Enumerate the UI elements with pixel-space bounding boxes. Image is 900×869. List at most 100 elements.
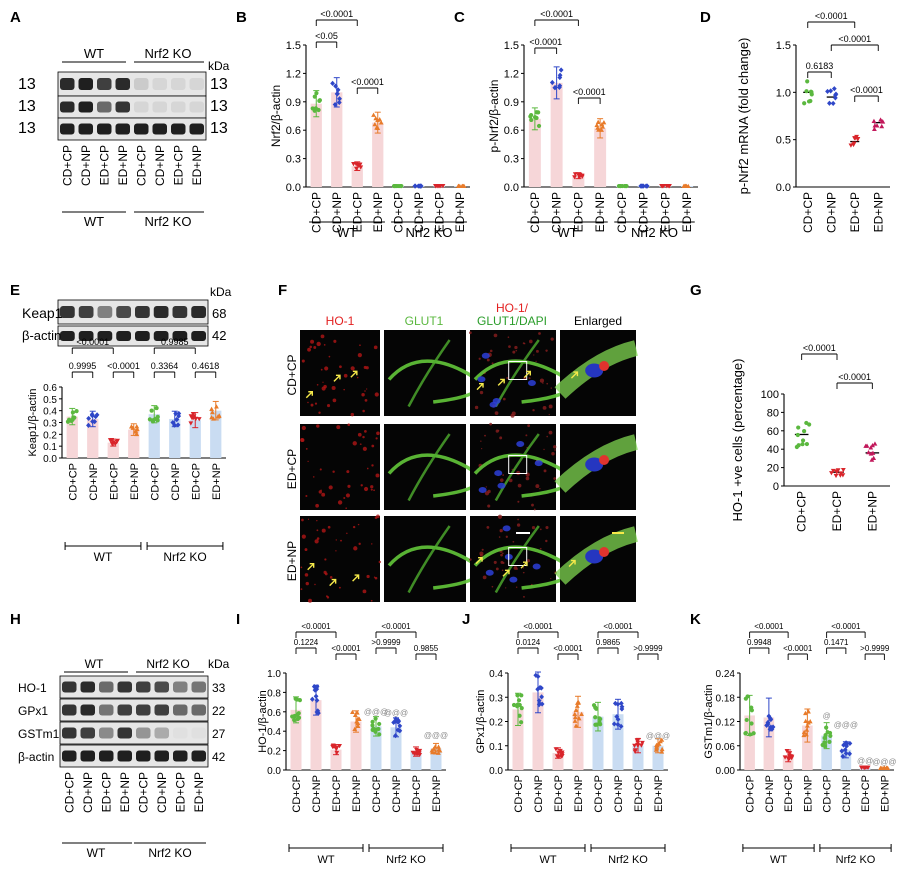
blot-strip: [57, 325, 209, 347]
arrow-icon: [350, 370, 358, 378]
blot-band: [78, 78, 93, 90]
blot-band: [191, 681, 206, 693]
blot-band: [115, 123, 130, 135]
p-value-label: 0.6183: [806, 61, 834, 71]
x-tick-label: CD+CP: [291, 775, 303, 813]
y-tick-label: 0.3: [489, 693, 503, 704]
data-point: [290, 714, 295, 719]
data-point: [745, 694, 750, 699]
bar: [572, 175, 585, 187]
data-point: [352, 712, 358, 717]
bar: [552, 753, 564, 770]
data-point: [211, 416, 216, 421]
data-point: [129, 424, 134, 429]
data-point: [833, 92, 838, 98]
bar: [659, 186, 672, 187]
data-point: [333, 83, 338, 89]
blot-band: [62, 704, 77, 716]
bar: [148, 414, 160, 458]
data-point: [878, 117, 883, 122]
lane-label: ED+NP: [116, 145, 130, 185]
data-point: [107, 438, 113, 443]
y-tick-label: 0.0: [776, 182, 791, 194]
bar: [528, 118, 541, 187]
data-point: [357, 162, 363, 167]
data-point: [632, 743, 637, 749]
data-point: [109, 442, 115, 447]
y-tick-label: 0.3: [43, 419, 57, 430]
data-point: [809, 90, 814, 95]
data-point: [572, 714, 578, 720]
arrow-icon: [307, 562, 315, 571]
group-label: Nrf2 KO: [406, 225, 453, 240]
p-value-label: >0.9999: [371, 638, 401, 647]
y-tick-label: 0.00: [716, 766, 736, 777]
y-tick-label: 0.2: [43, 430, 57, 441]
blot-band: [136, 750, 151, 762]
kda-label: kDa: [208, 657, 230, 671]
lane-label: ED+NP: [190, 145, 204, 185]
data-point: [824, 725, 829, 730]
y-tick-label: 0.4: [489, 669, 503, 680]
y-tick-label: 0.4: [43, 407, 57, 418]
blot-band: [189, 101, 204, 113]
blot-band: [154, 750, 169, 762]
data-point: [334, 91, 340, 97]
p-value-label: 0.9855: [414, 644, 439, 653]
y-tick-label: 1.0: [267, 669, 281, 680]
blot-band: [60, 123, 75, 135]
blot-band: [153, 331, 169, 341]
x-tick-label: ED+NP: [680, 192, 694, 232]
blot-band: [191, 750, 206, 762]
group-label: WT: [770, 854, 787, 866]
x-tick-label: CD+CP: [745, 775, 757, 813]
data-point: [823, 733, 828, 738]
x-tick-label: CD+NP: [330, 192, 344, 233]
y-tick-label: 0.0: [267, 766, 281, 777]
data-point: [312, 687, 318, 693]
x-tick-label: CD+NP: [88, 463, 100, 501]
blot-band: [80, 750, 95, 762]
blot-band: [152, 123, 167, 135]
blot-band: [173, 704, 188, 716]
x-tick-label: ED+CP: [108, 463, 120, 500]
p-value-label: <0.0001: [850, 85, 883, 95]
data-point: [315, 708, 321, 714]
data-point: [517, 713, 522, 718]
lane-label: ED+NP: [118, 772, 132, 812]
data-point: [436, 744, 441, 749]
y-tick-label: 0.06: [716, 742, 736, 753]
p-value-label: <0.0001: [107, 361, 140, 371]
y-tick-label: 1.5: [286, 40, 301, 52]
lane-label: ED+CP: [97, 145, 111, 185]
data-point: [597, 716, 602, 721]
data-point: [134, 424, 140, 429]
y-tick-label: 0.2: [489, 718, 503, 729]
data-point: [804, 420, 809, 426]
data-point: [802, 101, 807, 106]
data-point: [461, 183, 467, 189]
row-label: ED+NP: [285, 541, 299, 581]
blot-strip: [59, 744, 209, 768]
data-point: [795, 432, 800, 438]
micrograph: [300, 424, 380, 510]
arrow-icon: [520, 561, 528, 569]
data-point: [334, 750, 340, 756]
data-point: [865, 765, 871, 770]
significance-mark: @@@: [424, 731, 448, 740]
western-blot-A: [57, 71, 207, 141]
blot-band: [80, 681, 95, 693]
blot-band: [136, 704, 151, 716]
data-point: [847, 740, 853, 747]
blot-band: [60, 306, 75, 318]
x-tick-label: CD+NP: [841, 775, 853, 813]
data-point: [377, 732, 382, 737]
data-point: [807, 719, 813, 724]
blot-band: [152, 78, 167, 90]
data-point: [804, 732, 809, 737]
p-value-label: 0.1471: [824, 638, 849, 647]
data-point: [337, 743, 342, 749]
chart-C: 0.0 0.3 0.6 0.9 1.2 1.5 p-Nrf2/β-actin CD+CP CD+…: [487, 9, 698, 240]
bar: [782, 755, 794, 770]
